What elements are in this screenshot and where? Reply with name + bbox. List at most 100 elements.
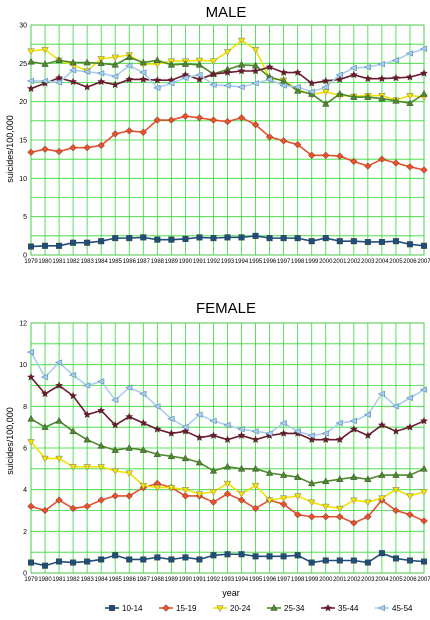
data-point <box>209 69 218 78</box>
data-point <box>27 502 35 511</box>
data-point <box>26 77 35 85</box>
data-point <box>209 116 218 124</box>
data-point <box>96 70 105 77</box>
data-point <box>41 145 49 153</box>
y-tick-label: 15 <box>19 138 27 145</box>
data-point <box>406 241 413 248</box>
x-tick-label: 1987 <box>137 577 151 583</box>
y-tick-label: 10 <box>19 362 27 369</box>
data-point <box>237 464 246 472</box>
data-point <box>97 406 106 414</box>
data-point <box>70 559 77 566</box>
x-tick-label: 1995 <box>249 577 263 583</box>
data-point <box>168 236 175 243</box>
data-point <box>139 69 147 76</box>
data-point <box>350 519 358 527</box>
data-point <box>55 147 63 156</box>
data-point <box>209 431 218 439</box>
data-point <box>420 489 428 496</box>
data-point <box>378 495 386 503</box>
y-tick-label: 25 <box>19 61 27 68</box>
data-point <box>69 464 77 471</box>
data-point <box>125 470 133 478</box>
female-y-axis-label: suicides/100,000 <box>5 407 15 475</box>
data-point <box>293 68 302 76</box>
data-point <box>392 555 399 562</box>
data-point <box>125 75 134 83</box>
data-point <box>167 60 175 68</box>
data-point <box>40 77 49 85</box>
x-tick-label: 2007 <box>417 259 430 265</box>
data-point <box>125 53 133 60</box>
data-point <box>196 556 203 563</box>
data-point <box>97 441 105 449</box>
data-point <box>167 429 176 437</box>
data-point <box>27 84 35 93</box>
data-point <box>125 492 133 500</box>
data-point <box>377 60 385 68</box>
data-point <box>265 430 273 437</box>
data-point <box>167 415 175 423</box>
y-tick-label: 8 <box>23 404 27 411</box>
data-point <box>392 96 400 104</box>
data-point <box>41 46 49 54</box>
data-point <box>167 485 176 492</box>
data-point <box>336 152 344 160</box>
data-point <box>42 242 49 249</box>
data-point <box>363 63 371 71</box>
data-point <box>210 552 217 559</box>
legend-label: 45-54 <box>392 604 413 613</box>
data-point <box>378 155 386 163</box>
data-point <box>153 76 162 84</box>
data-point <box>195 60 204 68</box>
data-point <box>167 452 175 460</box>
data-point <box>251 482 260 490</box>
y-tick-label: 12 <box>19 321 27 328</box>
data-point <box>322 235 329 242</box>
x-tick-label: 1991 <box>193 259 207 265</box>
data-point <box>84 239 91 246</box>
data-point <box>154 554 161 561</box>
data-point <box>97 464 105 471</box>
x-tick-label: 1981 <box>52 259 66 265</box>
x-tick-label: 1998 <box>291 577 305 583</box>
data-point <box>125 443 133 451</box>
data-point <box>70 239 77 246</box>
legend-label: 10-14 <box>122 604 143 613</box>
data-point <box>265 497 274 505</box>
data-point <box>322 89 330 96</box>
x-tick-label: 2000 <box>319 259 333 265</box>
data-point <box>364 499 372 507</box>
data-point <box>251 66 260 75</box>
series-15-19 <box>27 112 428 174</box>
data-point <box>406 471 414 478</box>
data-point <box>140 556 147 563</box>
x-tick-label: 1986 <box>123 259 137 265</box>
data-point <box>56 242 63 249</box>
data-point <box>406 557 413 564</box>
data-point <box>265 76 273 83</box>
data-point <box>294 473 302 480</box>
data-point <box>336 513 344 521</box>
data-point <box>378 238 385 245</box>
data-point <box>209 81 217 88</box>
data-point <box>322 513 330 521</box>
data-point <box>322 477 330 485</box>
x-tick-label: 2006 <box>403 259 417 265</box>
y-tick-label: 5 <box>23 214 27 221</box>
data-point <box>54 79 63 86</box>
data-point <box>41 423 49 430</box>
series-45-54 <box>26 45 428 95</box>
x-tick-label: 1984 <box>94 259 108 265</box>
x-tick-label: 1997 <box>277 577 291 583</box>
data-point <box>238 551 245 558</box>
series-10-14 <box>28 232 428 250</box>
data-point <box>251 46 260 54</box>
data-point <box>153 425 162 433</box>
data-point <box>392 487 400 494</box>
data-point <box>83 435 91 443</box>
data-point <box>110 73 119 80</box>
x-tick-label: 1985 <box>109 259 123 265</box>
data-point <box>126 556 133 563</box>
